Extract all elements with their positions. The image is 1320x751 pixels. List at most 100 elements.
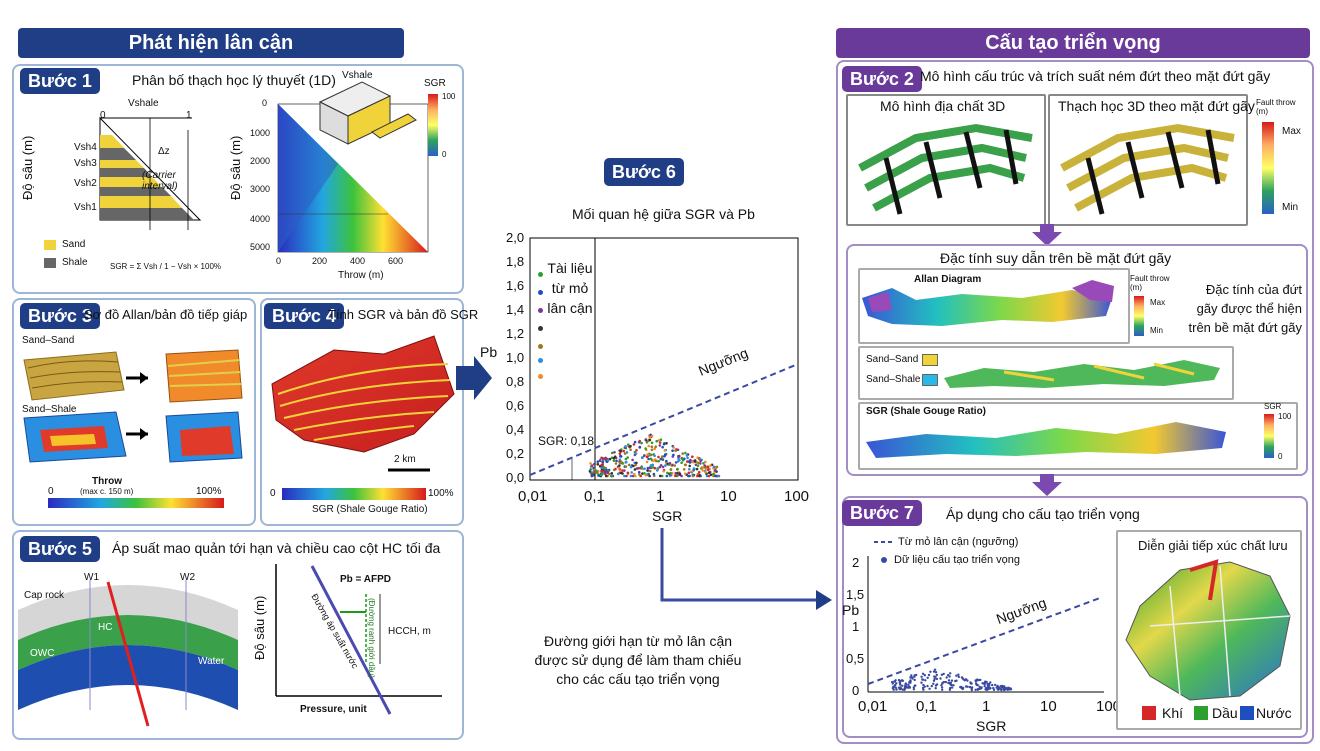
scatter-point: [641, 456, 644, 460]
scatter-point: [688, 474, 691, 478]
scatter-point: [646, 469, 649, 472]
scatter-point: [676, 460, 680, 463]
right-section-header: Cấu tạo triển vọng: [836, 28, 1310, 58]
scatter-point: [590, 464, 594, 467]
scatter-point: [909, 676, 912, 679]
step4-sgr-map: [271, 335, 455, 472]
scatter-point: [940, 673, 944, 676]
scatter-point: [622, 449, 625, 453]
scatter-point: [960, 686, 963, 690]
scatter-point: [676, 467, 679, 471]
step3-panel: [12, 298, 256, 526]
step2-max: Max: [1282, 126, 1301, 137]
scatter-point: [610, 472, 614, 475]
step1-throw-label: Throw (m): [338, 270, 384, 281]
scatter-point: [657, 455, 660, 459]
step6-x-tick-2: 1: [656, 488, 665, 505]
gas-swatch: [1142, 706, 1156, 720]
step1-sgr-formula: SGR = Σ Vsh / 1 − Vsh × 100%: [110, 262, 222, 271]
mid-sgr-colorbar: [1264, 414, 1274, 458]
scatter-point: [911, 676, 914, 679]
scatter-point: [950, 686, 954, 689]
scatter-point: [684, 472, 687, 475]
step7-y-tick-2: 1: [852, 619, 860, 634]
scatter-point: [617, 466, 621, 470]
scatter-point: [935, 683, 939, 686]
scatter-point: [907, 686, 910, 689]
step5-w2: W2: [180, 572, 195, 583]
contact-title: Diễn giải tiếp xúc chất lưu: [1138, 538, 1288, 553]
scatter-point: [658, 441, 662, 444]
step5-hcch: HCCH, m: [388, 626, 431, 637]
scatter-point: [661, 465, 665, 469]
scatter-point: [941, 682, 944, 685]
scatter-point: [662, 469, 665, 473]
scatter-point: [714, 474, 717, 478]
scatter-point: [647, 457, 650, 461]
step7-ylabel: Pb: [842, 602, 860, 618]
scatter-point: [627, 443, 630, 446]
scatter-point: [614, 467, 617, 471]
scatter-point: [921, 672, 925, 675]
scatter-point: [665, 474, 669, 478]
scatter-point: [703, 466, 706, 469]
sand-sand-swatch: [922, 354, 938, 366]
scatter-point: [645, 460, 649, 464]
step1-throw-tick-0: 0: [276, 256, 282, 266]
step5-pb-eq: Pb = AFPD: [340, 574, 392, 585]
step7-y-tick-4: 0: [852, 683, 860, 698]
step1-badge: Bước 1: [20, 68, 100, 94]
scatter-point: [913, 674, 916, 677]
step7-badge: Bước 7: [842, 500, 922, 526]
scatter-point: [715, 465, 719, 469]
scatter-point: [968, 685, 972, 689]
scatter-point: [894, 686, 897, 689]
scatter-point: [686, 456, 689, 460]
scatter-point: [926, 684, 929, 688]
mid-note: Đặc tính của đứt gãy được thể hiện trên …: [1188, 282, 1302, 335]
step6-y-tick-5: 1,0: [506, 350, 525, 365]
step1-depth-tick-1: 1000: [250, 128, 271, 138]
step7-x-tick-2: 1: [982, 698, 991, 715]
scatter-point: [589, 462, 592, 465]
step3-sand-sand: Sand–Sand: [22, 335, 75, 346]
scatter-point: [671, 463, 674, 467]
scatter-point: [652, 459, 655, 462]
step5-hc: HC: [98, 622, 113, 633]
step6-y-tick-2: 1,6: [506, 278, 525, 293]
scatter-point: [947, 679, 951, 682]
scatter-point: [949, 681, 953, 684]
mid-sand-shale: Sand–Shale: [866, 374, 921, 385]
elbow-arrow-icon: [660, 528, 832, 610]
scatter-point: [592, 473, 595, 476]
scatter-point: [689, 458, 692, 462]
scatter-point: [697, 457, 701, 461]
scatter-point: [593, 462, 596, 466]
scatter-point: [650, 448, 654, 452]
scatter-point: [929, 670, 932, 673]
scatter-point: [650, 445, 654, 448]
step5-pressure: Pressure, unit: [300, 704, 367, 715]
scatter-point: [970, 682, 973, 685]
step1-dz: Δz: [158, 146, 170, 157]
scatter-point: [685, 460, 689, 463]
scatter-point: [672, 446, 675, 449]
scatter-point: [948, 675, 951, 678]
fault-property-title: Đặc tính suy dẫn trên bề mặt đứt gãy: [940, 250, 1172, 266]
scatter-point: [930, 684, 933, 688]
scatter-point: [992, 686, 995, 690]
scatter-point: [702, 462, 705, 465]
scatter-point: [709, 473, 713, 477]
scatter-point: [980, 687, 983, 690]
scatter-point: [601, 460, 605, 463]
scatter-point: [680, 461, 683, 464]
scatter-point: [895, 682, 898, 685]
scatter-point: [678, 473, 682, 476]
scatter-point: [976, 683, 979, 687]
step2-grid-green: [858, 123, 1033, 215]
step6-x-tick-1: 0,1: [584, 488, 605, 505]
scatter-point: [623, 474, 626, 478]
step2-fault-throw: Fault throw (m): [1256, 98, 1296, 116]
step5-depth-label: Độ sâu (m): [252, 595, 267, 660]
scatter-point: [928, 687, 931, 690]
